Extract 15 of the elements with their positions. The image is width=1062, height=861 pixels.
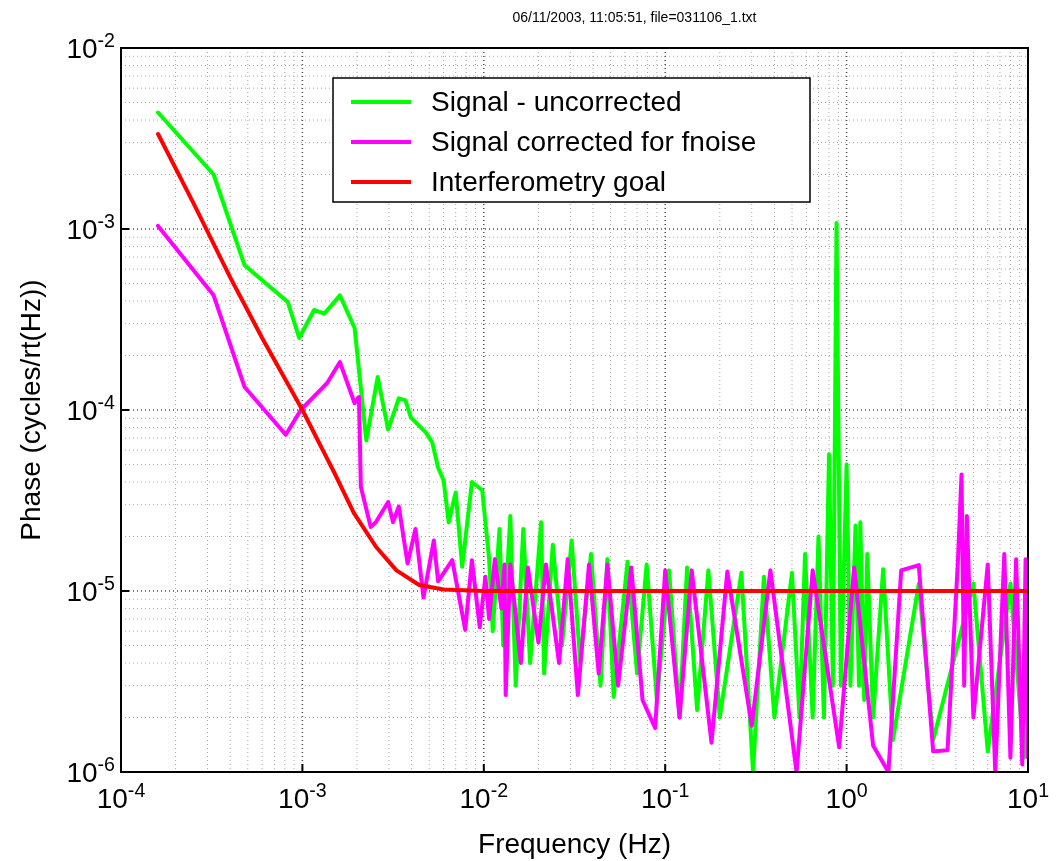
x-tick-label: 10$^{-2}$	[459, 779, 509, 814]
x-tick-label: 10$^{0}$	[825, 779, 868, 814]
chart-title: 06/11/2003, 11:05:51, file=031106_1.txt	[512, 9, 757, 25]
x-axis-title: Frequency (Hz)	[478, 828, 671, 859]
x-tick-label: 10$^{1}$	[1006, 779, 1050, 814]
y-tick-label: 10$^{-4}$	[66, 391, 116, 426]
x-tick-label: 10$^{-1}$	[640, 779, 690, 814]
y-axis-title: Phase (cycles/rt(Hz))	[15, 279, 46, 541]
y-tick-label: 10$^{-2}$	[66, 29, 115, 64]
legend-label: Interferometry goal	[431, 166, 666, 197]
y-tick-label: 10$^{-3}$	[66, 210, 116, 245]
y-tick-label: 10$^{-5}$	[66, 572, 116, 607]
legend-label: Signal - uncorrected	[431, 86, 682, 117]
legend-label: Signal corrected for fnoise	[431, 126, 757, 157]
x-tick-label: 10$^{-3}$	[278, 779, 327, 814]
